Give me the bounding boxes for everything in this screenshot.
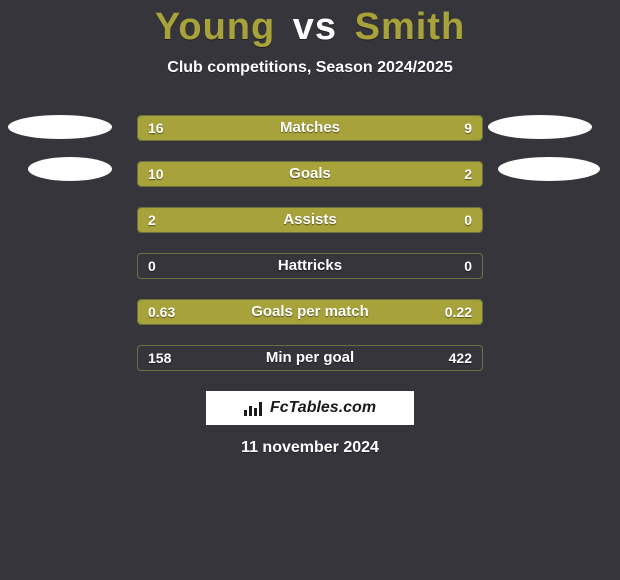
stat-row: 16Matches9 bbox=[137, 115, 483, 141]
stat-row: 2Assists0 bbox=[137, 207, 483, 233]
stat-value-right: 2 bbox=[464, 162, 472, 186]
player1-name: Young bbox=[155, 6, 275, 48]
branding-badge: FcTables.com bbox=[206, 391, 414, 425]
stat-label: Hattricks bbox=[138, 254, 482, 278]
stat-value-right: 0.22 bbox=[445, 300, 472, 324]
player-photo-placeholder bbox=[488, 115, 592, 139]
bars-icon bbox=[244, 400, 264, 416]
player-photo-placeholder bbox=[8, 115, 112, 139]
stat-value-right: 9 bbox=[464, 116, 472, 140]
stat-label: Matches bbox=[138, 116, 482, 140]
stat-row: 0Hattricks0 bbox=[137, 253, 483, 279]
stat-label: Assists bbox=[138, 208, 482, 232]
player2-name: Smith bbox=[355, 6, 466, 48]
date-label: 11 november 2024 bbox=[0, 439, 620, 457]
stat-value-right: 422 bbox=[449, 346, 472, 370]
branding-text: FcTables.com bbox=[270, 399, 376, 417]
stat-value-right: 0 bbox=[464, 254, 472, 278]
stat-value-right: 0 bbox=[464, 208, 472, 232]
player-photo-placeholder bbox=[28, 157, 112, 181]
player-photo-placeholder bbox=[498, 157, 600, 181]
vs-label: vs bbox=[293, 6, 337, 48]
stat-label: Goals bbox=[138, 162, 482, 186]
chart-area: 16Matches910Goals22Assists00Hattricks00.… bbox=[0, 115, 620, 371]
stat-label: Goals per match bbox=[138, 300, 482, 324]
stat-row: 158Min per goal422 bbox=[137, 345, 483, 371]
comparison-title: Young vs Smith bbox=[0, 0, 620, 49]
stat-label: Min per goal bbox=[138, 346, 482, 370]
stat-row: 0.63Goals per match0.22 bbox=[137, 299, 483, 325]
stat-row: 10Goals2 bbox=[137, 161, 483, 187]
subtitle: Club competitions, Season 2024/2025 bbox=[0, 59, 620, 77]
stat-bars: 16Matches910Goals22Assists00Hattricks00.… bbox=[137, 115, 483, 371]
